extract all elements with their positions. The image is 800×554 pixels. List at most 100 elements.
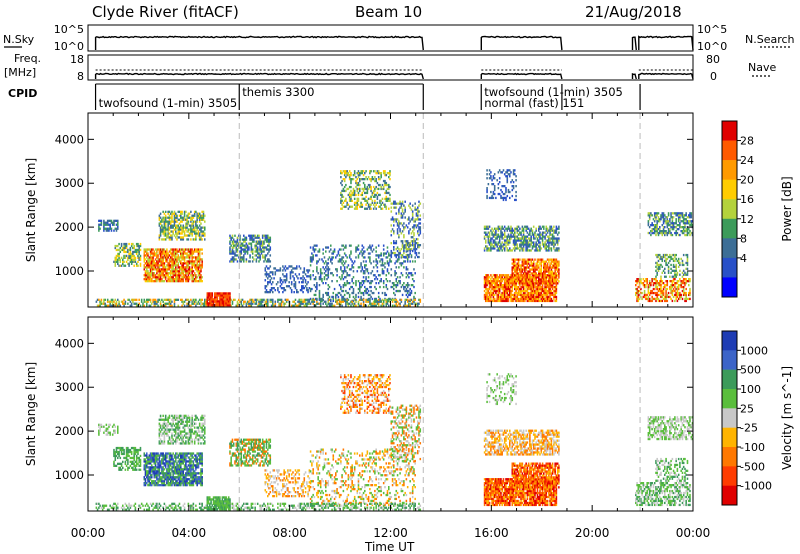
heatmap-cell [153,262,156,265]
heatmap-cell [502,245,505,248]
heatmap-cell [152,268,154,271]
heatmap-cell [148,262,151,265]
heatmap-cell [365,260,367,263]
heatmap-cell [346,172,348,175]
heatmap-cell [357,291,360,295]
heatmap-cell [519,289,521,293]
heatmap-cell [408,246,410,249]
heatmap-cell [554,243,556,246]
heatmap-cell [327,266,330,269]
heatmap-cell [674,278,676,281]
heatmap-cell [483,295,486,299]
heatmap-cell [550,278,553,281]
heatmap-cell [682,263,685,267]
heatmap-cell [156,280,158,283]
heatmap-cell [417,242,419,245]
heatmap-cell [357,256,360,259]
heatmap-cell [511,249,514,252]
heatmap-cell [314,289,317,293]
heatmap-cell [398,251,400,255]
heatmap-cell [659,287,661,291]
heatmap-cell [154,254,157,257]
heatmap-cell [483,280,486,283]
heatmap-cell [173,278,176,281]
heatmap-cell [287,285,289,288]
heatmap-cell [337,295,340,299]
heatmap-cell [198,258,201,261]
heatmap-cell [267,258,269,261]
heatmap-cell [519,276,521,279]
heatmap-cell [403,234,405,237]
heatmap-cell [341,244,343,247]
heatmap-cell [558,274,560,277]
heatmap-cell [486,194,488,198]
heatmap-cell [509,289,511,293]
heatmap-cell [192,220,195,223]
heatmap-cell [391,285,394,289]
heatmap-cell [256,236,259,239]
heatmap-cell [486,299,488,303]
heatmap-cell [549,278,551,281]
heatmap-cell [265,291,268,294]
heatmap-cell [520,241,522,244]
heatmap-cell [193,228,196,231]
heatmap-cell [488,284,491,287]
heatmap-cell [501,190,503,194]
heatmap-cell [177,228,180,231]
heatmap-cell [316,284,318,287]
heatmap-cell [395,248,398,251]
heatmap-cell [487,227,490,230]
heatmap-cell [269,275,272,278]
heatmap-cell [640,282,642,285]
heatmap-cell [642,278,645,281]
heatmap-cell [510,293,512,297]
heatmap-cell [544,287,546,291]
heatmap-cell [173,258,176,261]
heatmap-cell [188,234,191,237]
heatmap-cell [345,183,347,187]
heatmap-cell [396,224,399,227]
heatmap-cell [662,293,665,297]
heatmap-cell [348,274,351,277]
heatmap-cell [169,220,172,223]
heatmap-cell [235,248,238,251]
heatmap-cell [532,297,535,301]
heatmap-cell [553,231,555,234]
heatmap-cell [261,240,264,243]
heatmap-cell [539,278,541,281]
heatmap-cell [175,226,177,229]
heatmap-cell [298,265,301,268]
heatmap-cell [302,275,304,278]
heatmap-cell [530,239,532,242]
heatmap-cell [660,231,662,235]
heatmap-cell [520,280,522,283]
heatmap-cell [672,257,675,261]
heatmap-cell [357,187,360,191]
heatmap-cell [525,237,527,240]
heatmap-cell [493,247,496,250]
heatmap-cell [265,271,268,274]
heatmap-cell [641,297,643,301]
heatmap-cell [498,241,501,244]
heatmap-cell [151,274,153,277]
heatmap-cell [656,287,658,291]
heatmap-cell [401,255,404,259]
heatmap-cell [671,293,674,297]
heatmap-cell [682,291,685,295]
heatmap-cell [410,284,413,287]
heatmap-cell [670,267,672,270]
heatmap-cell [162,276,164,279]
heatmap-cell [176,220,178,223]
heatmap-cell [328,256,331,259]
heatmap-cell [670,297,672,301]
heatmap-cell [676,289,679,293]
heatmap-cell [653,214,656,217]
heatmap-cell [515,291,517,295]
heatmap-cell [265,285,268,288]
heatmap-cell [675,275,677,278]
heatmap-cell [393,291,395,295]
heatmap-cell [372,189,375,193]
heatmap-cell [382,172,385,175]
heatmap-cell [369,282,371,285]
